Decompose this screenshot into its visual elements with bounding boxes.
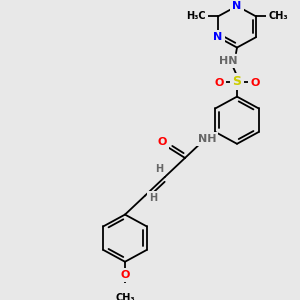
Text: H₃C: H₃C <box>186 11 206 21</box>
Text: H: H <box>155 164 163 174</box>
Text: O: O <box>214 78 224 88</box>
Text: N: N <box>213 32 223 42</box>
Text: CH₃: CH₃ <box>268 11 288 21</box>
Text: O: O <box>157 137 167 147</box>
Text: NH: NH <box>198 134 216 144</box>
Text: O: O <box>250 78 260 88</box>
Text: HN: HN <box>219 56 237 66</box>
Text: CH₃: CH₃ <box>115 292 135 300</box>
Text: N: N <box>232 1 242 11</box>
Text: S: S <box>232 75 242 88</box>
Text: H: H <box>149 193 157 202</box>
Text: O: O <box>120 270 130 280</box>
